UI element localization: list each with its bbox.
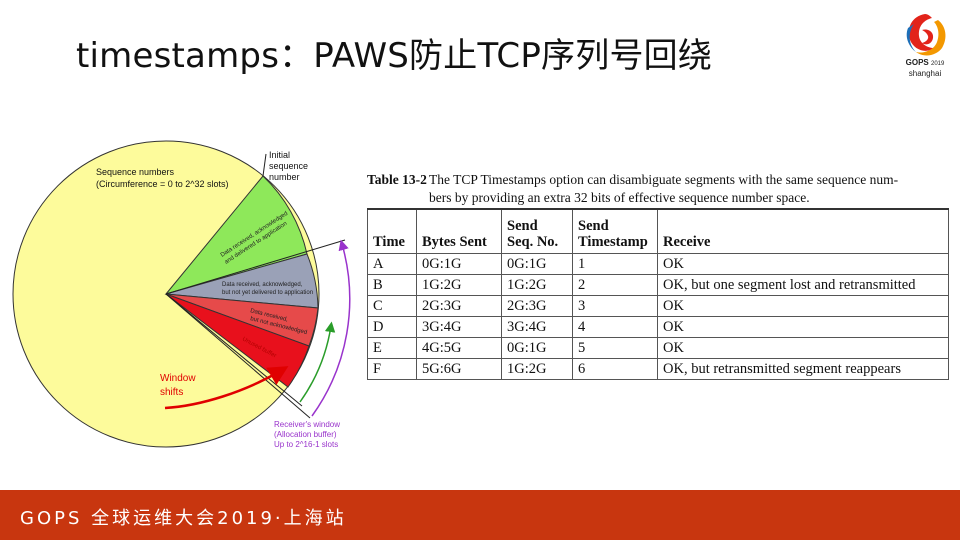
label-initial-3: number: [269, 172, 300, 182]
table-row: D 3G:4G 3G:4G 4 OK: [367, 316, 949, 338]
label-initial-1: Initial: [269, 150, 290, 160]
timestamps-table: Time Bytes Sent Send Seq. No. Send Timesta…: [367, 208, 949, 380]
logo-city: shanghai: [908, 69, 942, 78]
footer-text: GOPS 全球运维大会2019·上海站: [20, 508, 347, 529]
logo-brand: GOPS: [905, 58, 929, 67]
logo-year: 2019: [931, 61, 945, 67]
header-receive: Receive: [657, 208, 949, 254]
table-header-row: Time Bytes Sent Send Seq. No. Send Timesta…: [367, 208, 949, 254]
sector-acked-delivered: [164, 175, 308, 295]
label-receiver-window-3: Up to 2^16-1 slots: [274, 440, 338, 449]
header-send-timestamp: Send Timestamp: [572, 208, 658, 254]
header-bytes-sent: Bytes Sent: [416, 208, 502, 254]
label-acked-not-delivered-1: Data received, acknowledged,: [222, 282, 303, 288]
table-row: B 1G:2G 1G:2G 2 OK, but one segment lost and…: [367, 274, 949, 296]
table-row: E 4G:5G 0G:1G 5 OK: [367, 337, 949, 359]
footer-bar: GOPS 全球运维大会2019·上海站: [0, 490, 960, 540]
header-time: Time: [367, 208, 417, 254]
table-caption-line2: bers by providing an extra 32 bits of ef…: [429, 190, 810, 205]
table-row: A 0G:1G 0G:1G 1 OK: [367, 253, 949, 275]
acked-window-arc: [299, 321, 336, 403]
sequence-space-diagram: Sequence numbers (Circumference = 0 to 2…: [12, 140, 351, 449]
label-window-shifts-1: Window: [160, 373, 196, 384]
sector-unused-buffer: [165, 293, 310, 388]
page-title: timestamps：PAWS防止TCP序列号回绕: [76, 36, 713, 76]
label-receiver-window-2: (Allocation buffer): [274, 430, 337, 439]
label-sequence-numbers: Sequence numbers: [96, 167, 175, 177]
label-circumference: (Circumference = 0 to 2^32 slots): [96, 179, 229, 189]
label-receiver-window-1: Receiver's window: [274, 420, 340, 429]
window-shift-arrow: [164, 366, 289, 410]
label-initial-2: sequence: [269, 161, 308, 171]
table-caption-id: Table 13-2: [367, 172, 427, 187]
receiver-window-arc: [311, 239, 351, 417]
table-caption: Table 13-2 The TCP Timestamps option can …: [367, 171, 952, 207]
table-row: C 2G:3G 2G:3G 3 OK: [367, 295, 949, 317]
table-caption-line1: The TCP Timestamps option can disambigua…: [429, 172, 899, 187]
label-acked-not-delivered-2: but not yet delivered to application: [222, 290, 313, 296]
logo-caption: GOPS 2019 shanghai: [892, 58, 958, 78]
label-window-shifts-2: shifts: [160, 387, 183, 398]
header-send-seq: Send Seq. No.: [501, 208, 573, 254]
table-row: F 5G:6G 1G:2G 6 OK, but retransmitted segmen…: [367, 358, 949, 380]
gops-logo-icon: [906, 14, 946, 56]
